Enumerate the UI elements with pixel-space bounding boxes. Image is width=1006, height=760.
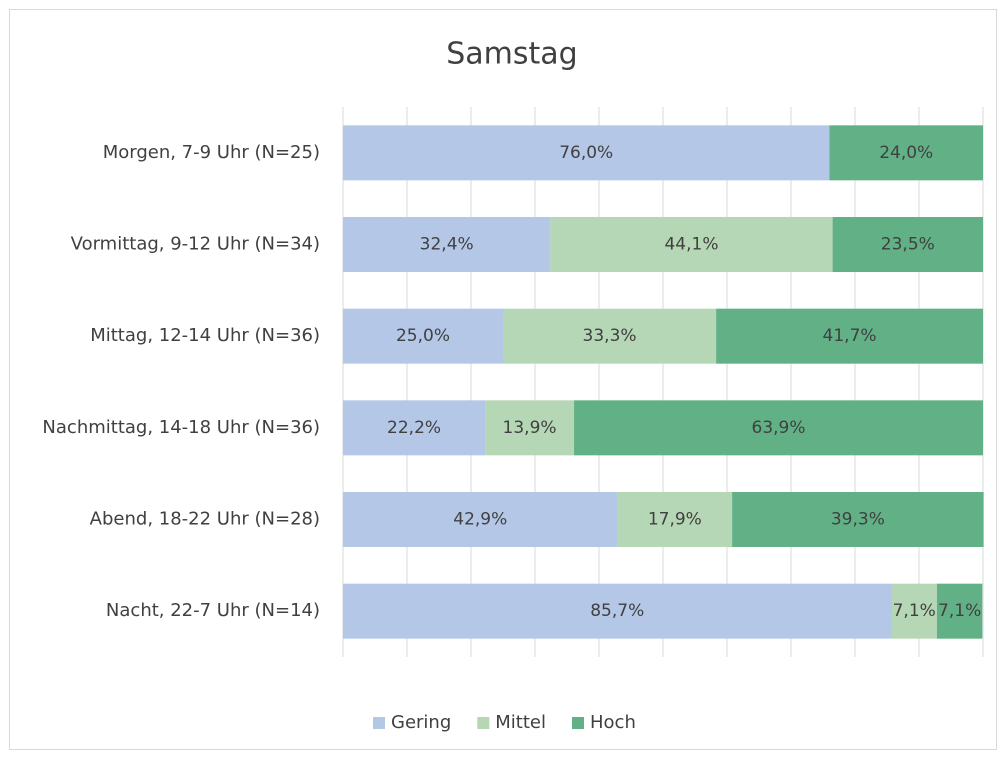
- data-label: 7,1%: [938, 601, 981, 621]
- legend-swatch: [373, 717, 385, 729]
- data-label: 17,9%: [648, 510, 702, 530]
- legend-swatch: [572, 717, 584, 729]
- bar-segment: [891, 583, 937, 639]
- bar-segment: [343, 583, 892, 639]
- y-tick-label: Vormittag, 9-12 Uhr (N=34): [71, 234, 320, 255]
- data-label: 22,2%: [387, 418, 441, 438]
- data-label: 13,9%: [503, 418, 557, 438]
- data-label: 39,3%: [831, 510, 885, 530]
- bar-segment: [829, 125, 983, 181]
- y-tick-label: Mittag, 12-14 Uhr (N=36): [90, 325, 320, 346]
- data-label: 41,7%: [823, 326, 877, 346]
- legend-label: Gering: [391, 712, 451, 733]
- legend-label: Mittel: [495, 712, 546, 733]
- bar-segment: [732, 492, 984, 547]
- data-label: 63,9%: [752, 418, 806, 438]
- data-label: 24,0%: [879, 143, 933, 163]
- bar-segment: [343, 492, 618, 547]
- data-label: 32,4%: [420, 235, 474, 255]
- data-label: 76,0%: [559, 143, 613, 163]
- bar-segment: [343, 125, 830, 181]
- data-label: 44,1%: [664, 235, 718, 255]
- bar-segment: [485, 400, 575, 456]
- legend-swatch: [477, 717, 490, 729]
- y-tick-label: Abend, 18-22 Uhr (N=28): [90, 509, 320, 530]
- bar-segment: [343, 308, 503, 364]
- bar-segment: [343, 400, 486, 456]
- chart-title: Samstag: [446, 37, 577, 72]
- bar-segment: [574, 400, 983, 456]
- bar-segment: [716, 308, 983, 364]
- bar-segment: [617, 492, 733, 547]
- y-tick-label: Nacht, 22-7 Uhr (N=14): [106, 600, 320, 621]
- data-label: 42,9%: [453, 510, 507, 530]
- bar-segment: [343, 217, 551, 272]
- data-label: 7,1%: [893, 601, 936, 621]
- bar-segment: [550, 217, 833, 272]
- bar-segment: [936, 583, 983, 639]
- bar-segment: [832, 217, 983, 272]
- legend-label: Hoch: [590, 712, 636, 733]
- data-label: 33,3%: [583, 326, 637, 346]
- y-tick-label: Morgen, 7-9 Uhr (N=25): [103, 142, 320, 163]
- data-label: 25,0%: [396, 326, 450, 346]
- y-tick-label: Nachmittag, 14-18 Uhr (N=36): [42, 417, 320, 438]
- data-label: 85,7%: [590, 601, 644, 621]
- bar-segment: [503, 308, 717, 364]
- data-label: 23,5%: [881, 235, 935, 255]
